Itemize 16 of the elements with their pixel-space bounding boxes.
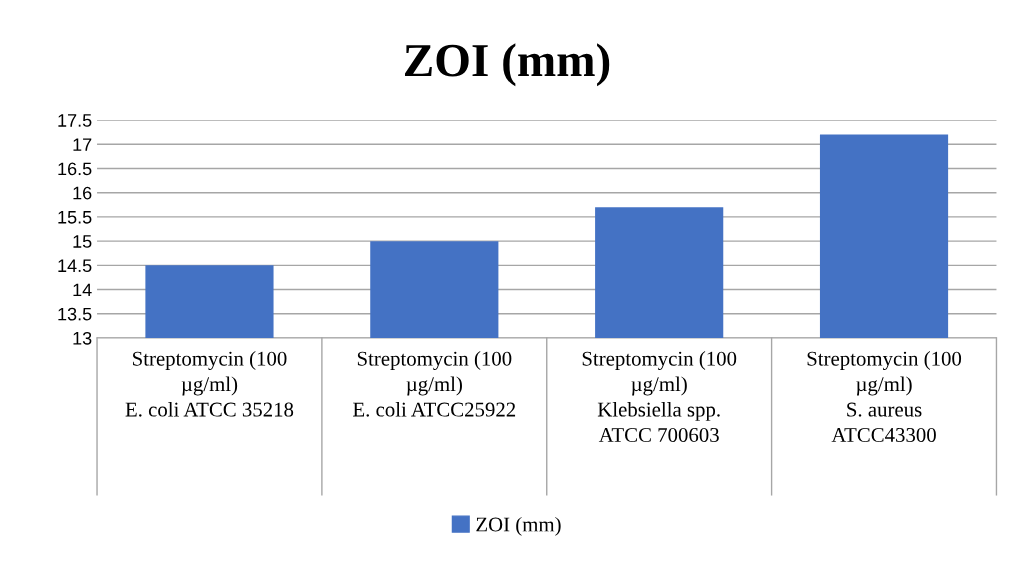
y-tick-label: 16 (73, 186, 92, 200)
x-tick-label: Streptomycin (100 µg/ml) E. coli ATCC 35218 (125, 351, 294, 417)
y-tick-label: 14 (73, 283, 92, 297)
y-tick-label: 14.5 (58, 259, 92, 273)
y-tick-label: 15.5 (58, 211, 92, 224)
y-tick-label: 15 (73, 235, 92, 248)
y-tick-label: 17.5 (58, 114, 92, 127)
y-tick-label: 16.5 (58, 162, 92, 176)
y-tick-label: 13 (73, 331, 92, 345)
y-tick-label: 17 (73, 138, 92, 151)
legend-label: ZOI (mm) (476, 516, 561, 536)
x-tick-label: Streptomycin (100 µg/ml) Klebsiella spp. ATCC 700603 (582, 351, 737, 443)
x-tick-label: Streptomycin (100 µg/ml) E. coli ATCC25922 (353, 351, 516, 417)
x-tick-label: Streptomycin (100 µg/ml) S. aureus ATCC43300 (807, 351, 962, 443)
y-tick-label: 13.5 (58, 307, 92, 321)
chart-title: ZOI (mm) (404, 43, 610, 87)
